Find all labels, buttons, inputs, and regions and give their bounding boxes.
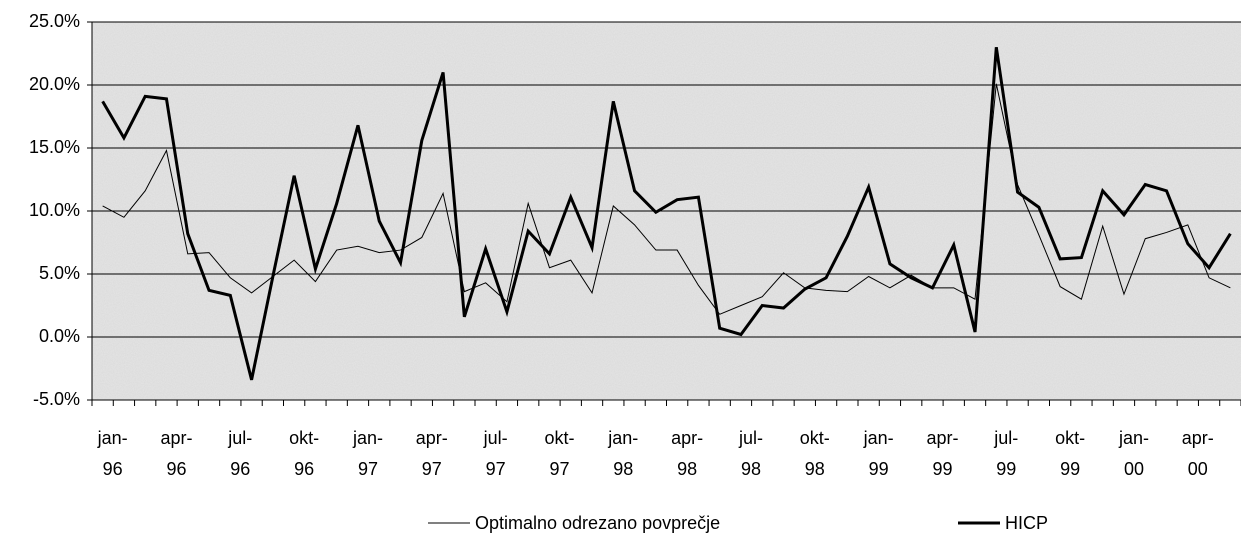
x-tick-label: jul-98 [738, 428, 763, 479]
x-tick-label: jan-96 [97, 428, 128, 479]
x-tick-label: okt-98 [799, 428, 830, 479]
x-tick-label: jul-97 [483, 428, 508, 479]
x-tick-label: okt-99 [1055, 428, 1086, 479]
x-tick-label: apr-99 [926, 428, 959, 479]
x-tick-label: apr-96 [160, 428, 193, 479]
y-tick-label: 15.0% [29, 137, 80, 157]
x-tick-label: jan-97 [352, 428, 383, 479]
series-line [101, 46, 1232, 381]
x-tick-label: jan-00 [1118, 428, 1149, 479]
y-tick-label: 10.0% [29, 200, 80, 220]
x-tick-label: apr-97 [415, 428, 448, 479]
x-tick-label: jul-99 [994, 428, 1019, 479]
x-tick-label: jan-99 [863, 428, 894, 479]
x-tick-label: apr-98 [671, 428, 704, 479]
y-tick-label: 20.0% [29, 74, 80, 94]
legend-label: HICP [1005, 513, 1048, 533]
y-tick-label: 25.0% [29, 11, 80, 31]
x-tick-label: jan-98 [608, 428, 639, 479]
x-tick-label: okt-97 [544, 428, 575, 479]
y-tick-label: -5.0% [33, 389, 80, 409]
x-tick-label: okt-96 [289, 428, 320, 479]
y-tick-label: 5.0% [39, 263, 80, 283]
y-tick-label: 0.0% [39, 326, 80, 346]
x-tick-label: apr-00 [1181, 428, 1214, 479]
x-tick-label: jul-96 [228, 428, 253, 479]
legend-label: Optimalno odrezano povprečje [475, 513, 720, 533]
series-line [102, 83, 1231, 315]
